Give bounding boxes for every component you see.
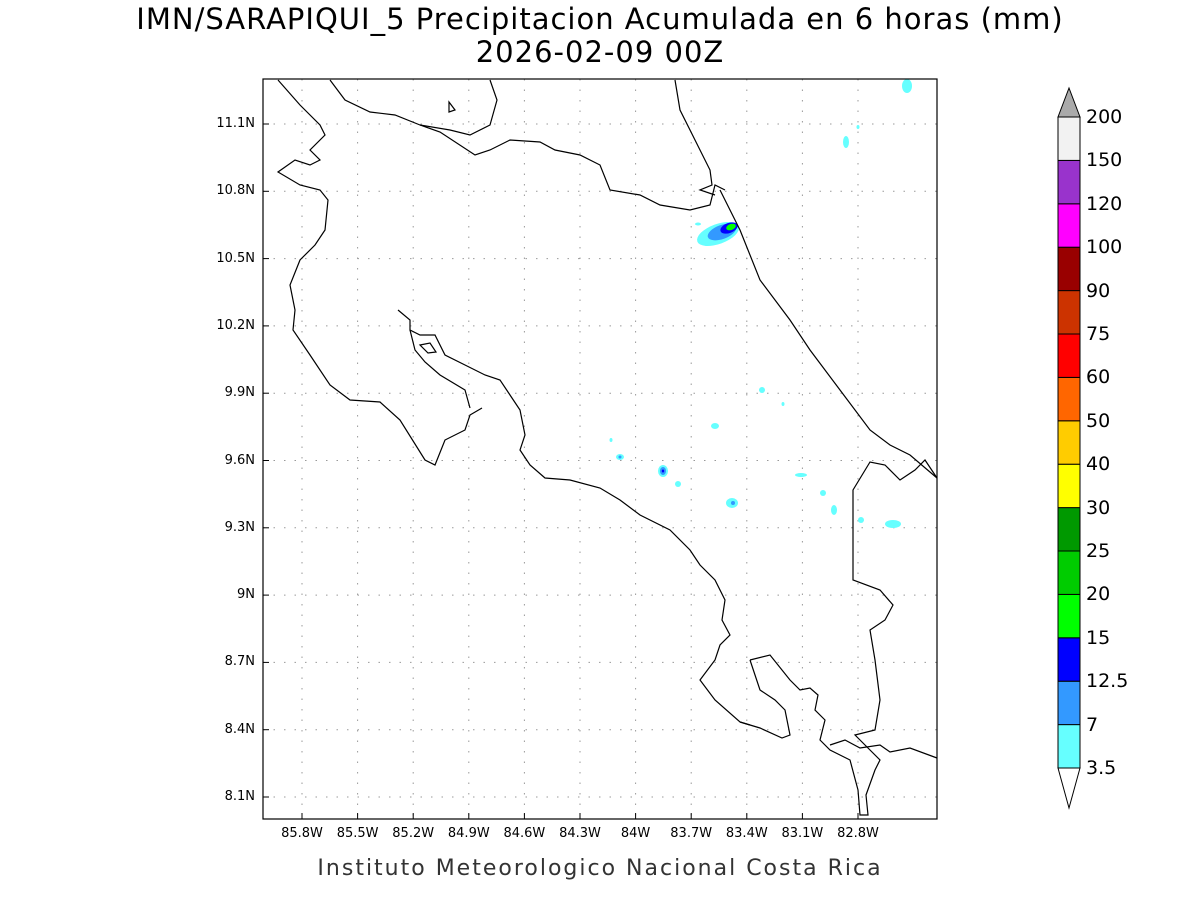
colorbar-label: 50 [1086, 409, 1111, 432]
precip-area [609, 438, 613, 442]
coastline-osa [749, 459, 938, 816]
coastline-south [829, 739, 938, 759]
footer-credit: Instituto Meteorologico Nacional Costa R… [317, 856, 883, 881]
map-frame [262, 78, 938, 820]
river-sanjuan [674, 79, 716, 196]
map-subtitle: 2026-02-09 00Z [475, 35, 725, 69]
colorbar-label: 120 [1086, 192, 1123, 215]
colorbar-label: 30 [1086, 496, 1111, 519]
precip-area [843, 136, 849, 148]
island [448, 100, 456, 113]
coastlines [276, 79, 938, 816]
precip-area [856, 125, 860, 129]
colorbar-label: 3.5 [1086, 757, 1117, 779]
precip-area [731, 501, 735, 505]
island [418, 342, 438, 354]
colorbar-label: 75 [1086, 323, 1111, 345]
precip-area [831, 505, 837, 515]
grid-lines [263, 79, 937, 819]
precip-area [795, 473, 807, 477]
lon-tick-label: 83.4W [725, 826, 768, 841]
colorbar-label: 20 [1086, 583, 1111, 606]
colorbar-label: 60 [1086, 366, 1111, 389]
coastline-gulf-nicoya [397, 309, 751, 726]
colorbar-label: 100 [1086, 236, 1123, 259]
lat-tick-label: 9.9N [224, 385, 255, 401]
precipitation-areas [609, 79, 912, 528]
precip-area [885, 520, 901, 528]
precip-area [781, 402, 785, 406]
colorbar-swatch [1057, 116, 1081, 161]
lat-tick-label: 8.1N [224, 789, 255, 804]
lat-tick-label: 8.4N [224, 721, 255, 737]
lon-tick-label: 84W [620, 826, 651, 841]
precip-area [661, 469, 665, 473]
lat-tick-label: 8.7N [224, 654, 255, 670]
lon-tick-label: 85.2W [392, 826, 435, 841]
precip-area [820, 490, 826, 496]
lat-tick-label: 10.8N [216, 183, 255, 199]
colorbar [1057, 86, 1081, 810]
lon-tick-label: 84.3W [559, 826, 601, 841]
lat-tick-label: 9.6N [224, 452, 255, 468]
precip-area [695, 222, 701, 226]
lake-shore [419, 79, 498, 136]
coastline-caribbean [719, 189, 938, 479]
precip-area [902, 79, 912, 93]
lat-tick-label: 10.2N [216, 317, 255, 333]
colorbar-label: 15 [1086, 626, 1111, 649]
lon-tick-label: 83.1W [781, 826, 824, 841]
lon-tick-label: 83.7W [670, 826, 713, 841]
axis-ticks [263, 123, 859, 819]
coastline-inner-gulf [409, 329, 471, 409]
lat-tick-label: 11.1N [216, 116, 255, 131]
border-nicaragua [329, 79, 726, 211]
map-title: IMN/SARAPIQUI_5 Precipitacion Acumulada … [136, 2, 1064, 36]
colorbar-label: 90 [1086, 279, 1111, 302]
coastline-golfo-dulce [739, 659, 791, 739]
lat-tick-label: 10.5N [216, 250, 255, 266]
precip-area [858, 517, 864, 523]
colorbar-label: 25 [1086, 540, 1111, 562]
precip-area [726, 223, 736, 231]
precip-area [675, 481, 681, 487]
lat-tick-label: 9N [237, 587, 255, 603]
precip-area [711, 423, 719, 429]
lon-tick-label: 85.5W [336, 826, 379, 841]
precip-area [759, 387, 765, 393]
lon-tick-label: 84.6W [503, 826, 546, 841]
lon-tick-label: 85.8W [281, 826, 323, 841]
colorbar-label: 150 [1086, 149, 1123, 172]
colorbar-label: 7 [1086, 713, 1099, 736]
precip-area [618, 455, 622, 459]
coastline-pacific [276, 79, 483, 466]
colorbar-label: 12.5 [1086, 670, 1129, 693]
colorbar-label: 40 [1086, 453, 1111, 476]
colorbar-label: 200 [1086, 106, 1123, 128]
lat-tick-label: 9.3N [224, 519, 255, 535]
lon-tick-label: 84.9W [447, 826, 490, 841]
lon-tick-label: 82.8W [837, 826, 879, 841]
